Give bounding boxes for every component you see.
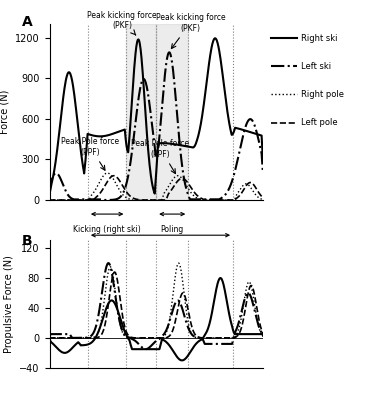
Text: Right pole: Right pole [301,90,344,99]
Text: A: A [22,15,32,29]
Text: Left pole: Left pole [301,118,338,127]
Text: Right ski: Right ski [301,34,338,42]
Text: Peak Pole force
(PPF): Peak Pole force (PPF) [131,139,189,174]
Text: Kicking (right ski): Kicking (right ski) [73,225,141,234]
Bar [126,24,156,200]
Y-axis label: Propulsive Force (N): Propulsive Force (N) [4,255,14,353]
Text: B: B [22,234,32,248]
Text: Left ski: Left ski [301,62,331,71]
Text: One Cycle: One Cycle [141,248,180,256]
Bar [156,24,188,200]
Text: Poling: Poling [160,225,184,234]
Text: Peak kicking force
(PKF): Peak kicking force (PKF) [87,11,157,35]
Text: Peak Pole force
(PPF): Peak Pole force (PPF) [61,137,119,170]
Text: Peak kicking force
(PKF): Peak kicking force (PKF) [155,13,225,48]
Y-axis label: Force (N): Force (N) [0,90,10,134]
